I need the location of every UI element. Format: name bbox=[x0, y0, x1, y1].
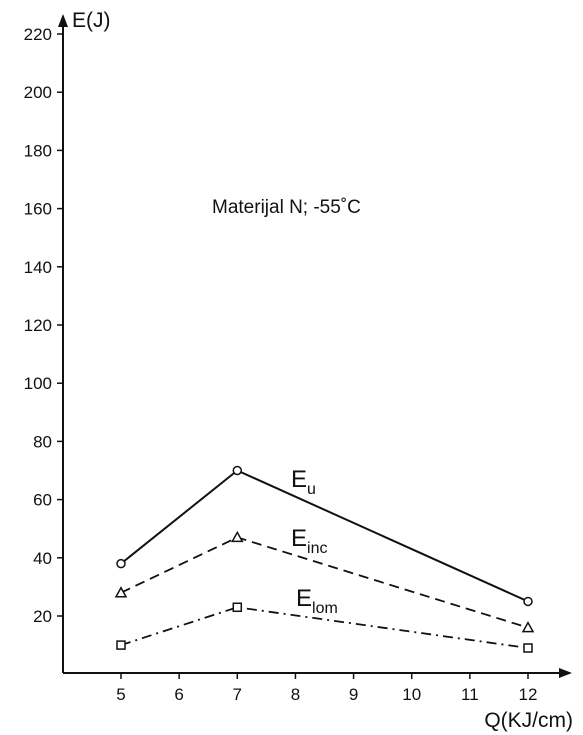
axes bbox=[58, 14, 572, 678]
y-tick-label: 180 bbox=[24, 141, 52, 160]
series-line-E-lom bbox=[120, 606, 529, 649]
x-axis-arrow bbox=[559, 668, 572, 678]
y-tick-label: 120 bbox=[24, 316, 52, 335]
y-tick-label: 80 bbox=[33, 432, 52, 451]
data-point-E-lom bbox=[116, 640, 126, 650]
data-point-E-u bbox=[523, 596, 533, 607]
x-tick-label: 5 bbox=[116, 685, 125, 704]
x-tick-label: 7 bbox=[233, 685, 242, 704]
x-ticks: 5 6 7 8 9 10 11 12 bbox=[116, 673, 537, 704]
x-tick-label: 6 bbox=[174, 685, 183, 704]
y-tick-label: 140 bbox=[24, 258, 52, 277]
x-tick-label: 12 bbox=[519, 685, 538, 704]
y-tick-label: 20 bbox=[33, 607, 52, 626]
data-point-E-inc bbox=[231, 530, 244, 543]
series-labels: Eu Einc Elom bbox=[291, 466, 338, 617]
y-tick-label: 100 bbox=[24, 374, 52, 393]
series-group bbox=[114, 465, 535, 653]
y-tick-label: 160 bbox=[24, 200, 52, 219]
data-point-E-inc bbox=[521, 621, 535, 633]
x-tick-label: 10 bbox=[402, 685, 421, 704]
y-tick-label: 200 bbox=[24, 83, 52, 102]
data-point-E-lom bbox=[232, 602, 243, 613]
y-tick-label: 60 bbox=[33, 491, 52, 510]
x-tick-label: 11 bbox=[461, 685, 479, 704]
data-point-E-inc bbox=[114, 586, 128, 598]
x-tick-label: 8 bbox=[291, 685, 300, 704]
series-label-E-inc: Einc bbox=[291, 525, 327, 557]
data-point-E-u bbox=[232, 465, 243, 476]
x-axis-label: Q(KJ/cm) bbox=[484, 709, 573, 732]
series-label-E-lom: Elom bbox=[296, 585, 338, 617]
y-axis-label: E(J) bbox=[72, 9, 111, 32]
x-tick-label: 9 bbox=[349, 685, 358, 704]
data-point-E-lom bbox=[523, 643, 533, 653]
data-point-E-u bbox=[116, 558, 126, 569]
y-ticks: 20 40 60 80 100 120 140 160 180 200 220 bbox=[24, 25, 63, 626]
series-line-E-u bbox=[120, 469, 529, 603]
y-tick-label: 40 bbox=[33, 549, 52, 568]
chart-annotation: Materijal N; -55˚C bbox=[212, 197, 361, 218]
y-tick-label: 220 bbox=[24, 25, 52, 44]
series-label-E-u: Eu bbox=[291, 466, 316, 498]
y-axis-arrow bbox=[58, 14, 68, 27]
